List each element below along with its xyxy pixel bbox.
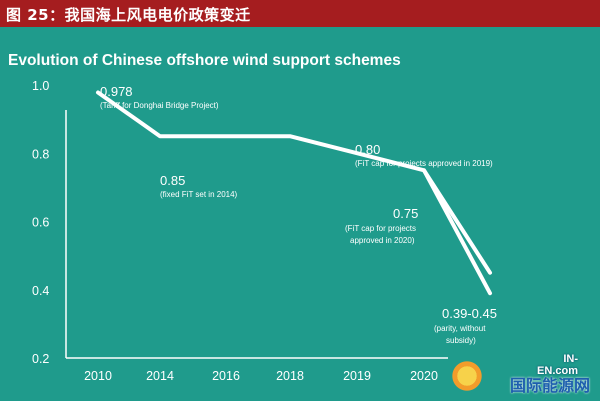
series-group: [96, 90, 492, 296]
watermark-brand: 国际能源网: [509, 376, 590, 395]
annotation-value: 0.80: [355, 142, 380, 157]
chart-title: Evolution of Chinese offshore wind suppo…: [8, 52, 401, 69]
annotation-group: 0.978 (Tariff for Donghai Bridge Project)…: [100, 84, 497, 345]
x-tick-label: 2010: [84, 369, 112, 383]
annotation-value: 0.75: [393, 206, 418, 221]
annotation-value: 0.85: [160, 173, 185, 188]
y-tick-label: 0.6: [32, 216, 49, 230]
y-tick-label: 0.2: [32, 352, 49, 366]
x-tick-label: 2020: [410, 369, 438, 383]
y-tick-label: 1.0: [32, 79, 49, 93]
annotation-note: (FiT cap for projects approved in 2019): [355, 159, 493, 168]
x-tick-group: 2010 2014 2016 2018 2019 2020: [84, 369, 438, 383]
annotation-note: (Tariff for Donghai Bridge Project): [100, 101, 219, 110]
y-tick-label: 0.8: [32, 147, 49, 161]
chart-panel: [0, 27, 600, 401]
annotation-note: (FiT cap for projects: [345, 224, 416, 233]
x-tick-label: 2019: [343, 369, 371, 383]
annotation-value: 0.39-0.45: [442, 306, 497, 321]
annotation-note: (fixed FiT set in 2014): [160, 190, 238, 199]
x-tick-label: 2014: [146, 369, 174, 383]
watermark-domain: IN-EN.com: [537, 353, 579, 377]
y-tick-group: 0.2 0.4 0.6 0.8 1.0: [32, 79, 49, 366]
figure-caption: 图 25：我国海上风电电价政策变迁: [6, 6, 251, 24]
x-tick-label: 2016: [212, 369, 240, 383]
figure-caption-bar: 图 25：我国海上风电电价政策变迁: [0, 0, 600, 27]
annotation-value: 0.978: [100, 84, 133, 99]
annotation-note: (parity, without: [434, 324, 486, 333]
series-line: [422, 168, 492, 296]
sun-logo-icon: [450, 359, 484, 393]
x-tick-label: 2018: [276, 369, 304, 383]
annotation-note: approved in 2020): [350, 236, 415, 245]
y-tick-label: 0.4: [32, 284, 49, 298]
annotation-note: subsidy): [446, 336, 476, 345]
